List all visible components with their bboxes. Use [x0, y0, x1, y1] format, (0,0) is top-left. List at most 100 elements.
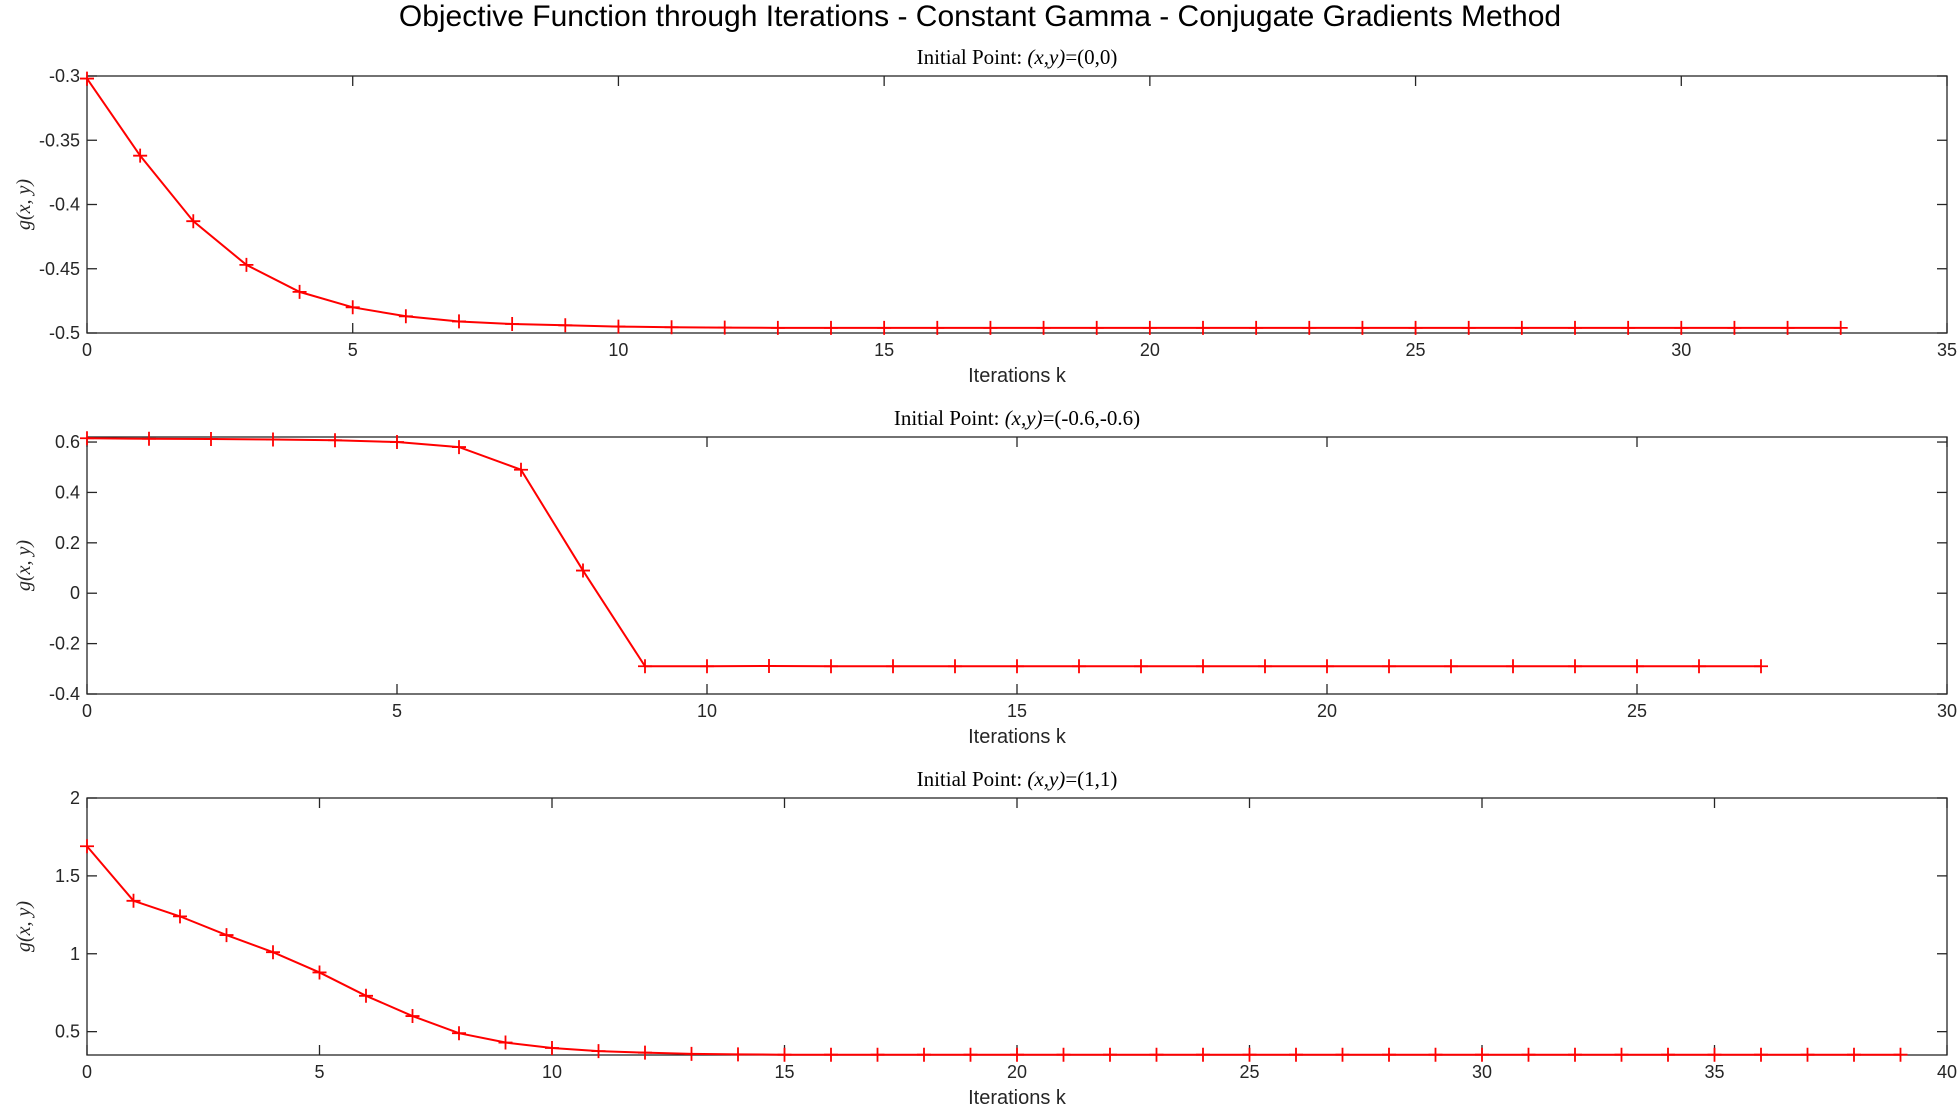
- data-point: [266, 432, 280, 447]
- data-point: [1833, 320, 1848, 335]
- y-axis-label-args: (x, y): [13, 901, 35, 942]
- x-axis-label: Iterations k: [968, 726, 1067, 748]
- data-point: [1149, 1047, 1164, 1062]
- data-point: [1242, 1047, 1257, 1062]
- y-tick-label: 1.5: [55, 866, 80, 886]
- x-tick-label: 0: [82, 1062, 92, 1082]
- subplot-title-prefix: Initial Point:: [917, 767, 1028, 791]
- data-point: [1568, 320, 1582, 335]
- x-tick-label: 10: [542, 1062, 562, 1082]
- data-point: [591, 1044, 606, 1059]
- x-tick-label: 5: [314, 1062, 324, 1082]
- data-point: [133, 148, 148, 163]
- y-tick-label: -0.45: [39, 259, 80, 279]
- data-point: [1010, 1047, 1024, 1062]
- data-point: [700, 659, 714, 674]
- data-point: [1103, 1047, 1117, 1062]
- x-tick-label: 35: [1704, 1062, 1724, 1082]
- x-axis-label: Iterations k: [968, 1087, 1067, 1109]
- data-point: [405, 1009, 420, 1024]
- data-point: [1428, 1047, 1443, 1062]
- x-tick-label: 5: [392, 701, 402, 721]
- y-axis-label-args: (x, y): [13, 179, 35, 220]
- data-point: [398, 309, 413, 324]
- data-point: [717, 320, 732, 335]
- x-tick-label: 30: [1937, 701, 1957, 721]
- data-point: [1692, 659, 1706, 674]
- x-tick-label: 10: [608, 340, 628, 360]
- data-point: [770, 320, 785, 335]
- data-point: [576, 563, 590, 578]
- y-axis-label: g(x, y): [13, 540, 35, 591]
- data-point: [204, 432, 218, 447]
- data-point: [1196, 659, 1210, 674]
- data-point: [1196, 1047, 1210, 1062]
- subplot-title-math: (x,y): [1027, 767, 1065, 791]
- y-tick-label: 0.4: [55, 482, 80, 502]
- y-tick-label: -0.4: [49, 195, 80, 215]
- y-tick-label: 0.6: [55, 432, 80, 452]
- figure-title: Objective Function through Iterations - …: [399, 0, 1561, 33]
- y-tick-label: -0.2: [49, 634, 80, 654]
- data-point: [1661, 1047, 1675, 1062]
- subplot-title-math: (x,y): [1027, 45, 1065, 69]
- data-point: [219, 928, 234, 943]
- data-point: [359, 988, 373, 1003]
- data-point: [824, 659, 838, 674]
- data-point: [1056, 1047, 1071, 1062]
- data-point: [1355, 320, 1370, 335]
- data-point: [186, 214, 201, 229]
- plot-area: [86, 75, 1948, 334]
- data-point: [824, 320, 838, 335]
- subplot-2: Initial Point: (x,y)=(-0.6,-0.6) 0 5 10 15 20…: [13, 406, 1957, 748]
- data-point: [638, 659, 652, 674]
- data-point: [638, 1045, 652, 1060]
- data-point: [1568, 1047, 1582, 1062]
- x-tick-label: 25: [1627, 701, 1647, 721]
- data-point: [1800, 1047, 1815, 1062]
- subplot-title-value: =(1,1): [1065, 767, 1117, 791]
- data-point: [1142, 320, 1157, 335]
- data-point: [1335, 1047, 1350, 1062]
- data-point: [1847, 1047, 1861, 1062]
- data-point: [1382, 659, 1396, 674]
- x-tick-label: 40: [1937, 1062, 1957, 1082]
- y-tick-label: -0.4: [49, 684, 80, 704]
- data-point: [1614, 1047, 1629, 1062]
- data-point: [731, 1047, 745, 1062]
- plot-area: [86, 436, 1948, 695]
- data-point: [142, 431, 156, 446]
- data-point: [870, 1047, 885, 1062]
- data-point: [1010, 659, 1024, 674]
- subplot-title-math: (x,y): [1005, 406, 1043, 430]
- plot-area: [86, 797, 1948, 1056]
- x-tick-label: 0: [82, 340, 92, 360]
- data-point: [777, 1047, 792, 1062]
- data-point: [762, 659, 776, 674]
- data-point: [1249, 320, 1264, 335]
- data-point: [1289, 1047, 1303, 1062]
- data-point: [173, 909, 187, 924]
- data-point: [1568, 659, 1582, 674]
- y-axis-label-func: g: [13, 220, 35, 230]
- data-point: [917, 1047, 931, 1062]
- data-point: [452, 1026, 466, 1041]
- y-tick-label: 0: [70, 583, 80, 603]
- x-tick-label: 25: [1239, 1062, 1259, 1082]
- series-line: [86, 845, 1901, 1056]
- x-tick-label: 20: [1140, 340, 1160, 360]
- data-point: [452, 314, 466, 329]
- data-point: [1461, 320, 1476, 335]
- data-point: [312, 965, 327, 980]
- data-point: [886, 659, 900, 674]
- y-tick-label: -0.5: [49, 323, 80, 343]
- data-point: [963, 1047, 978, 1062]
- data-point: [1134, 659, 1148, 674]
- data-point: [1893, 1047, 1908, 1062]
- data-point: [1630, 659, 1644, 674]
- data-point: [1258, 659, 1272, 674]
- data-point: [1320, 659, 1334, 674]
- subplots: Initial Point: (x,y)=(0,0)0 5 10 15 20 25 30 35…: [13, 45, 1957, 1109]
- data-point: [1514, 320, 1529, 335]
